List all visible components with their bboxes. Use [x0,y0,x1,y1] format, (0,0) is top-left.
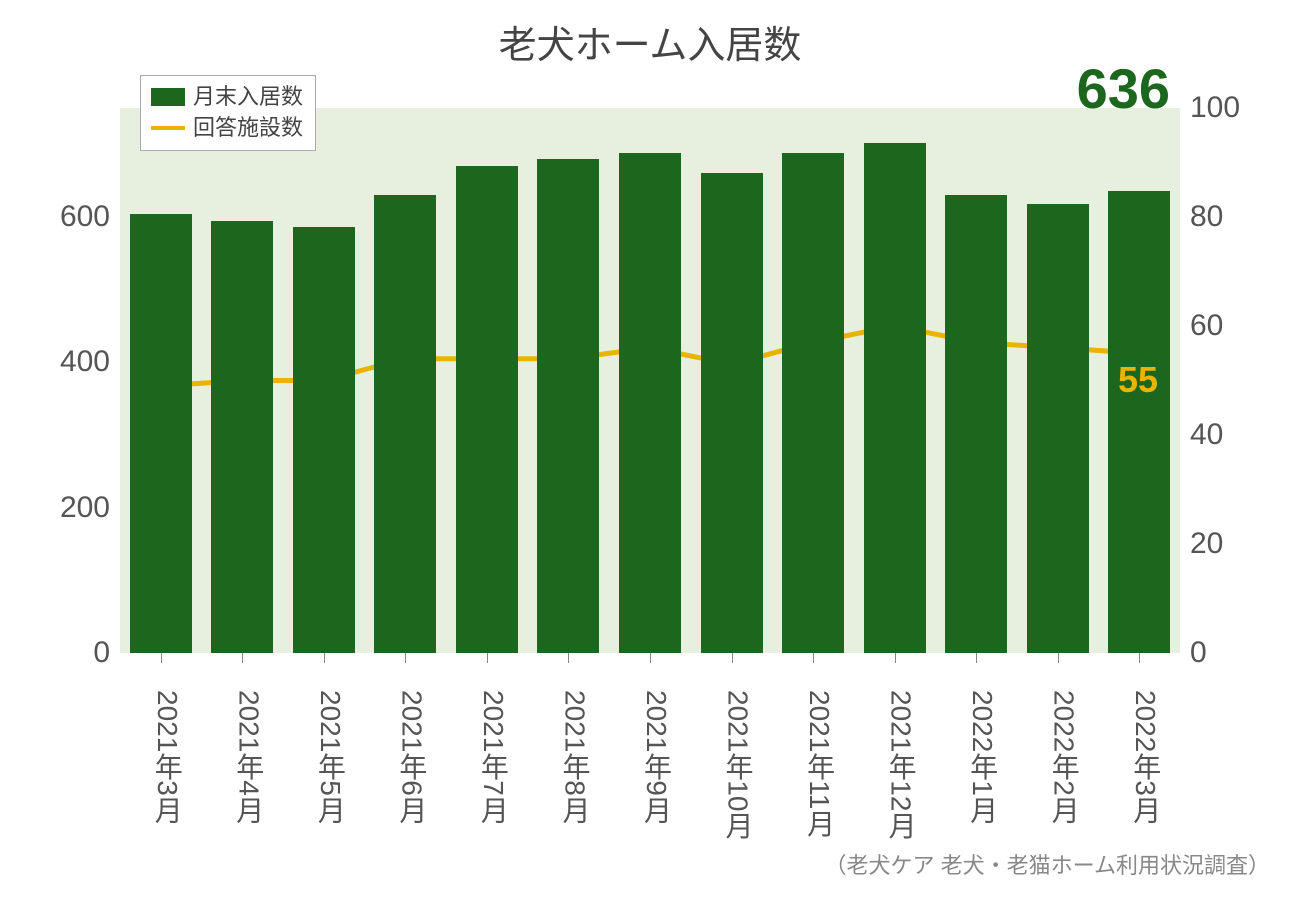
highlight-line-value: 55 [1118,359,1158,401]
x-axis-label: 2021年6月 [391,690,431,824]
x-axis-label: 2021年11月 [799,690,839,837]
legend-bar-label: 月末入居数 [193,82,303,113]
x-tick [242,653,243,663]
x-axis-label: 2022年1月 [962,690,1002,824]
x-axis-label: 2021年3月 [147,690,187,824]
chart-container: 老犬ホーム入居数 月末入居数 回答施設数 636 55 （老犬ケア 老犬・老猫ホ… [0,0,1300,900]
source-note: （老犬ケア 老犬・老猫ホーム利用状況調査） [825,848,1270,880]
x-tick [813,653,814,663]
y-right-tick-label: 20 [1190,527,1223,561]
x-axis-label: 2021年7月 [473,690,513,824]
y-left-tick-label: 400 [60,345,110,379]
bar [374,195,436,653]
x-tick [895,653,896,663]
y-right-tick-label: 100 [1190,91,1240,125]
bar [945,195,1007,653]
x-tick [568,653,569,663]
bar [782,153,844,653]
x-axis-label: 2021年4月 [228,690,268,824]
legend-item-line: 回答施設数 [151,113,303,144]
x-axis-label: 2021年12月 [881,690,921,839]
legend: 月末入居数 回答施設数 [140,75,316,151]
bar [130,214,192,653]
x-tick [1058,653,1059,663]
y-left-tick-label: 200 [60,491,110,525]
y-left-tick-label: 0 [93,636,110,670]
x-tick [1139,653,1140,663]
legend-item-bars: 月末入居数 [151,82,303,113]
bar [537,159,599,653]
x-axis-label: 2021年10月 [718,690,758,839]
x-tick [976,653,977,663]
y-right-tick-label: 60 [1190,309,1223,343]
legend-line-swatch [151,126,185,130]
x-tick [732,653,733,663]
bar [1027,204,1089,653]
highlight-bar-value: 636 [1077,56,1170,121]
x-axis-label: 2021年5月 [310,690,350,824]
bar [1108,191,1170,653]
bar [619,153,681,653]
bar [864,143,926,653]
x-tick [487,653,488,663]
y-right-tick-label: 80 [1190,200,1223,234]
bar [701,173,763,653]
x-tick [650,653,651,663]
legend-line-label: 回答施設数 [193,113,303,144]
y-right-tick-label: 0 [1190,636,1207,670]
x-axis-label: 2021年8月 [554,690,594,824]
x-axis-label: 2022年2月 [1044,690,1084,824]
x-axis-label: 2022年3月 [1125,690,1165,824]
bar [456,166,518,653]
legend-bar-swatch [151,88,185,106]
plot-area [120,108,1180,653]
x-tick [324,653,325,663]
x-axis-label: 2021年9月 [636,690,676,824]
y-left-tick-label: 600 [60,200,110,234]
bar [293,227,355,653]
x-tick [161,653,162,663]
bar [211,221,273,653]
y-right-tick-label: 40 [1190,418,1223,452]
x-tick [405,653,406,663]
